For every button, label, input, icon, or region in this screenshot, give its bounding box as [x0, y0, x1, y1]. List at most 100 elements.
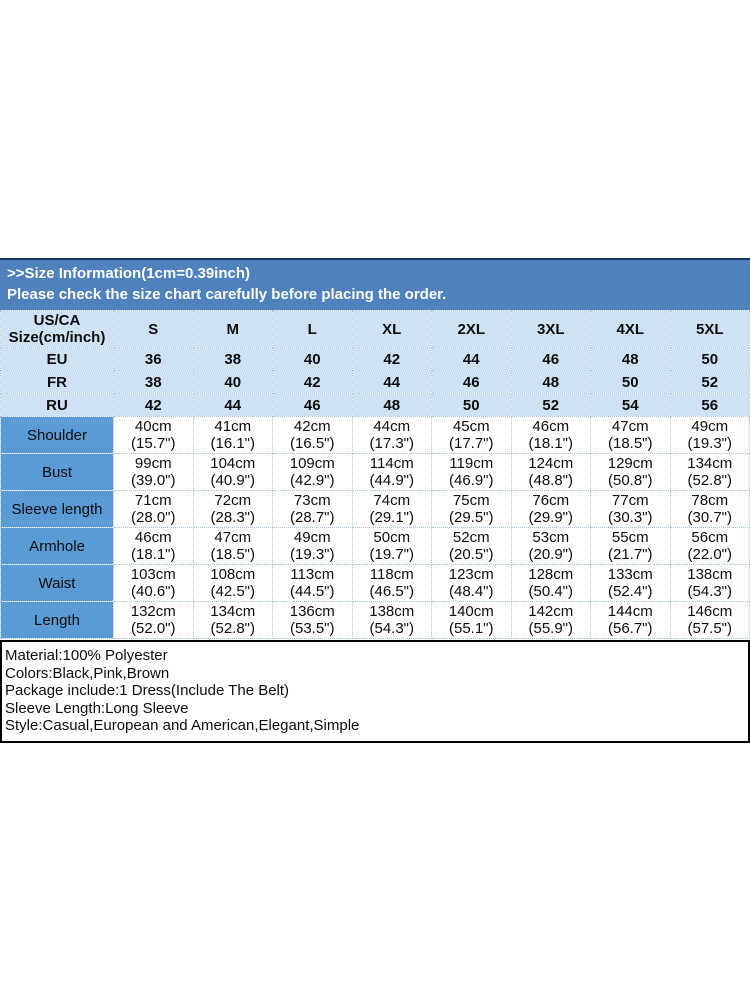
- measurement-value-cell: 109cm (42.9"): [272, 453, 353, 491]
- measurement-value-cell: 75cm (29.5"): [431, 490, 512, 528]
- cm-value: 114cm: [369, 455, 414, 472]
- cm-value: 99cm: [134, 455, 172, 472]
- cm-value: 142cm: [528, 603, 574, 620]
- table-row-measurement: Waist 103cm (40.6") 108cm (42.5") 113cm (44.5"…: [0, 564, 750, 602]
- measurement-value-cell: 138cm (54.3"): [669, 564, 750, 602]
- cm-value: 47cm: [611, 418, 649, 435]
- inch-value: (46.5"): [369, 583, 414, 600]
- inch-value: (18.5"): [210, 546, 255, 563]
- cm-value: 78cm: [691, 492, 729, 509]
- cm-value: 108cm: [210, 566, 256, 583]
- measurement-value-cell: 47cm (18.5"): [192, 527, 273, 565]
- measurement-row-label: Sleeve length: [0, 490, 114, 528]
- size-value-cell: 46: [510, 347, 591, 371]
- cm-value: 134cm: [687, 455, 733, 472]
- cm-value: 103cm: [130, 566, 176, 583]
- cm-value: 132cm: [130, 603, 176, 620]
- cm-value: 74cm: [373, 492, 411, 509]
- measurement-value-cell: 47cm (18.5"): [590, 416, 671, 454]
- corner-line1: US/CA: [33, 312, 81, 329]
- measurement-value-cell: 53cm (20.9"): [510, 527, 591, 565]
- cm-value: 113cm: [290, 566, 335, 583]
- measurement-value-cell: 134cm (52.8"): [669, 453, 750, 491]
- size-info-title: >>Size Information(1cm=0.39inch): [7, 265, 250, 282]
- table-row-region: RU 42 44 46 48 50 52 54 56: [0, 393, 750, 417]
- inch-value: (19.7"): [369, 546, 414, 563]
- size-value-cell: 38: [192, 347, 273, 371]
- cm-value: 138cm: [687, 566, 733, 583]
- measurement-value-cell: 133cm (52.4"): [590, 564, 671, 602]
- cm-value: 40cm: [134, 418, 172, 435]
- cm-value: 46cm: [134, 529, 172, 546]
- measurement-value-cell: 78cm (30.7"): [669, 490, 750, 528]
- size-value-cell: 44: [351, 370, 432, 394]
- measurement-value-cell: 128cm (50.4"): [510, 564, 591, 602]
- cm-value: 76cm: [532, 492, 570, 509]
- inch-value: (42.9"): [289, 472, 335, 489]
- cm-value: 124cm: [528, 455, 574, 472]
- inch-value: (56.7"): [607, 620, 653, 637]
- inch-value: (44.9"): [369, 472, 414, 489]
- cm-value: 140cm: [448, 603, 494, 620]
- measurement-value-cell: 138cm (54.3"): [351, 601, 432, 639]
- size-value-cell: 40: [272, 347, 353, 371]
- table-row-region: FR 38 40 42 44 46 48 50 52: [0, 370, 750, 394]
- cm-value: 73cm: [293, 492, 331, 509]
- inch-value: (28.3"): [210, 509, 255, 526]
- size-value-cell: 46: [431, 370, 512, 394]
- table-row-measurement: Sleeve length 71cm (28.0") 72cm (28.3") 73cm(…: [0, 490, 750, 528]
- measurement-row-label: Bust: [0, 453, 114, 491]
- table-row-measurement: Length 132cm (52.0") 134cm (52.8") 136cm (53.5…: [0, 601, 750, 639]
- inch-value: (18.1"): [528, 435, 573, 452]
- table-row-measurement: Shoulder 40cm (15.7") 41cm (16.1") 42cm (16.5"…: [0, 416, 750, 454]
- cm-value: 49cm: [293, 529, 331, 546]
- inch-value: (20.9"): [528, 546, 573, 563]
- inch-value: (20.5"): [448, 546, 494, 563]
- inch-value: (18.1"): [130, 546, 176, 563]
- cm-value: 119cm: [449, 455, 494, 472]
- measurement-value-cell: 50cm (19.7"): [351, 527, 432, 565]
- measurement-value-cell: 119cm (46.9"): [431, 453, 512, 491]
- size-column-header: L: [272, 310, 353, 348]
- inch-value: (42.5"): [210, 583, 255, 600]
- cm-value: 104cm: [210, 455, 256, 472]
- inch-value: (29.1"): [369, 509, 414, 526]
- measurement-value-cell: 46cm (18.1"): [510, 416, 591, 454]
- size-chart-table: US/CA Size(cm/inch) S M L XL 2XL 3XL 4XL 5XL EU 36 3…: [0, 310, 750, 639]
- size-value-cell: 44: [192, 393, 273, 417]
- measurement-value-cell: 76cm (29.9"): [510, 490, 591, 528]
- size-value-cell: 48: [351, 393, 432, 417]
- table-row-measurement: Bust 99cm (39.0") 104cm (40.9") 109cm (42.9") 1…: [0, 453, 750, 491]
- inch-value: (15.7"): [130, 435, 176, 452]
- size-value-cell: 50: [590, 370, 671, 394]
- size-value-cell: 54: [590, 393, 671, 417]
- inch-value: (52.0"): [130, 620, 176, 637]
- size-value-cell: 42: [272, 370, 353, 394]
- measurement-value-cell: 49cm (19.3"): [669, 416, 750, 454]
- cm-value: 129cm: [607, 455, 653, 472]
- measurement-value-cell: 108cm (42.5"): [192, 564, 273, 602]
- inch-value: (21.7"): [607, 546, 653, 563]
- measurement-value-cell: 72cm (28.3"): [192, 490, 273, 528]
- cm-value: 109cm: [289, 455, 335, 472]
- measurement-value-cell: 140cm (55.1"): [431, 601, 512, 639]
- size-value-cell: 48: [510, 370, 591, 394]
- size-value-cell: 52: [669, 370, 750, 394]
- product-detail-package: Package include:1 Dress(Include The Belt…: [5, 682, 290, 700]
- measurement-value-cell: 42cm (16.5"): [272, 416, 353, 454]
- cm-value: 45cm: [452, 418, 490, 435]
- size-info-banner: >>Size Information(1cm=0.39inch) Please …: [0, 258, 750, 310]
- cm-value: 71cm: [134, 492, 172, 509]
- inch-value: (55.1"): [448, 620, 494, 637]
- inch-value: (52.8"): [210, 620, 255, 637]
- cm-value: 75cm: [452, 492, 490, 509]
- cm-value: 49cm: [691, 418, 729, 435]
- cm-value: 72cm: [214, 492, 252, 509]
- measurement-value-cell: 113cm (44.5"): [272, 564, 353, 602]
- inch-value: (54.3"): [369, 620, 414, 637]
- cm-value: 144cm: [607, 603, 653, 620]
- region-row-label: EU: [0, 347, 114, 371]
- inch-value: (57.5"): [687, 620, 732, 637]
- measurement-value-cell: 49cm (19.3"): [272, 527, 353, 565]
- measurement-value-cell: 114cm (44.9"): [351, 453, 432, 491]
